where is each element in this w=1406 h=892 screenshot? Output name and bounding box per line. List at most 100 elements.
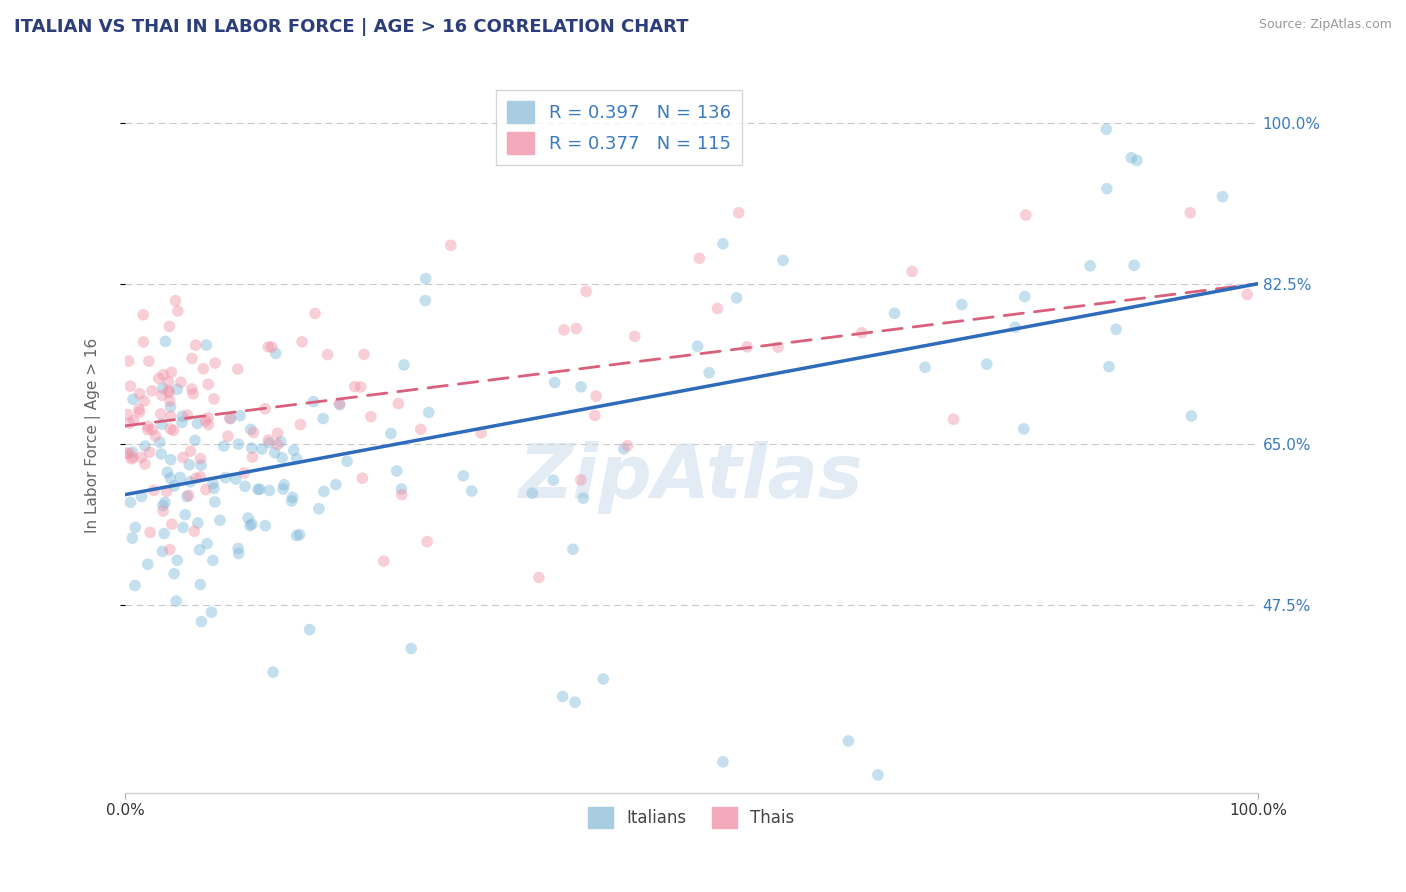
- Point: [172, 450, 194, 465]
- Point: [440, 238, 463, 252]
- Point: [288, 527, 311, 541]
- Point: [1012, 422, 1035, 436]
- Point: [409, 422, 432, 436]
- Point: [156, 465, 179, 479]
- Point: [149, 435, 172, 450]
- Point: [179, 475, 201, 489]
- Point: [312, 484, 335, 499]
- Point: [623, 329, 645, 343]
- Point: [181, 386, 204, 401]
- Point: [202, 482, 225, 496]
- Point: [950, 297, 973, 311]
- Point: [418, 405, 440, 419]
- Text: ITALIAN VS THAI IN LABOR FORCE | AGE > 16 CORRELATION CHART: ITALIAN VS THAI IN LABOR FORCE | AGE > 1…: [14, 18, 689, 36]
- Point: [391, 482, 413, 496]
- Point: [117, 408, 139, 422]
- Point: [380, 426, 402, 441]
- Point: [134, 439, 156, 453]
- Point: [163, 566, 186, 581]
- Point: [160, 517, 183, 532]
- Point: [360, 409, 382, 424]
- Point: [150, 388, 173, 402]
- Point: [688, 252, 710, 266]
- Point: [706, 301, 728, 316]
- Point: [188, 542, 211, 557]
- Point: [385, 464, 408, 478]
- Point: [152, 544, 174, 558]
- Point: [124, 520, 146, 534]
- Point: [202, 392, 225, 406]
- Point: [551, 690, 574, 704]
- Point: [697, 366, 720, 380]
- Point: [184, 434, 207, 448]
- Point: [183, 524, 205, 539]
- Point: [225, 472, 247, 486]
- Point: [415, 271, 437, 285]
- Point: [148, 371, 170, 385]
- Point: [128, 405, 150, 419]
- Point: [128, 386, 150, 401]
- Point: [139, 525, 162, 540]
- Point: [1098, 359, 1121, 374]
- Point: [250, 442, 273, 456]
- Point: [304, 306, 326, 320]
- Point: [128, 402, 150, 417]
- Point: [166, 382, 188, 396]
- Point: [177, 488, 200, 502]
- Point: [118, 446, 141, 460]
- Point: [120, 495, 142, 509]
- Point: [152, 368, 174, 382]
- Point: [1121, 151, 1143, 165]
- Point: [592, 672, 614, 686]
- Point: [134, 457, 156, 471]
- Point: [201, 476, 224, 491]
- Point: [180, 382, 202, 396]
- Point: [1236, 287, 1258, 301]
- Point: [153, 495, 176, 509]
- Point: [264, 346, 287, 360]
- Point: [150, 447, 173, 461]
- Point: [197, 377, 219, 392]
- Point: [249, 482, 271, 496]
- Point: [259, 483, 281, 498]
- Point: [353, 347, 375, 361]
- Point: [218, 411, 240, 425]
- Point: [124, 578, 146, 592]
- Point: [149, 407, 172, 421]
- Point: [1180, 205, 1202, 219]
- Point: [352, 471, 374, 485]
- Point: [204, 356, 226, 370]
- Point: [179, 458, 201, 472]
- Point: [118, 416, 141, 430]
- Point: [142, 483, 165, 498]
- Point: [195, 537, 218, 551]
- Point: [157, 384, 180, 398]
- Point: [1015, 208, 1038, 222]
- Point: [553, 323, 575, 337]
- Point: [239, 422, 262, 436]
- Point: [257, 340, 280, 354]
- Point: [711, 755, 734, 769]
- Point: [976, 357, 998, 371]
- Point: [132, 308, 155, 322]
- Point: [136, 558, 159, 572]
- Point: [616, 439, 638, 453]
- Point: [159, 400, 181, 414]
- Point: [212, 439, 235, 453]
- Point: [1095, 122, 1118, 136]
- Point: [725, 291, 748, 305]
- Point: [190, 458, 212, 472]
- Point: [162, 424, 184, 438]
- Point: [150, 417, 173, 432]
- Point: [188, 577, 211, 591]
- Point: [217, 429, 239, 443]
- Point: [312, 411, 335, 425]
- Point: [134, 394, 156, 409]
- Point: [120, 379, 142, 393]
- Point: [271, 482, 294, 496]
- Point: [240, 441, 263, 455]
- Point: [266, 437, 288, 451]
- Point: [172, 409, 194, 424]
- Point: [204, 495, 226, 509]
- Point: [1126, 153, 1149, 168]
